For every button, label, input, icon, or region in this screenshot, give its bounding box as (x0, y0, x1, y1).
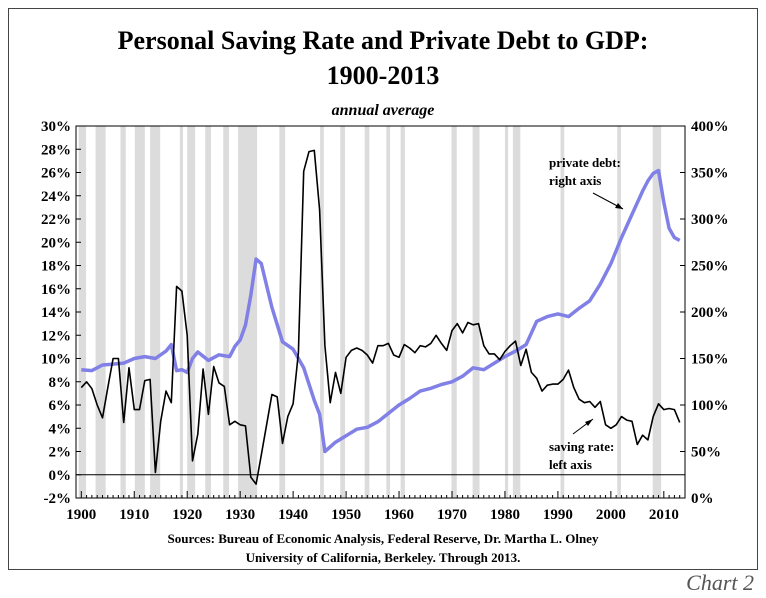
chart-title: Personal Saving Rate and Private Debt to… (118, 26, 649, 55)
x-tick-label: 1930 (225, 507, 255, 523)
axis-ticks: -2% 0% 2% 4% 6% 8% 10% 12% 14% 16% 18% 20% 22% 24% 26%… (41, 119, 729, 523)
x-tick-label: 1940 (278, 507, 308, 523)
y-left-tick-label: 6% (49, 398, 72, 414)
y-right-tick-label: 0% (691, 491, 714, 507)
sources-line1: Sources: Bureau of Economic Analysis, Fe… (168, 531, 599, 546)
y-right-tick-label: 50% (691, 445, 721, 461)
recession-band (652, 126, 662, 498)
series-line-private-debt (81, 168, 681, 454)
recession-band (179, 126, 183, 498)
series-line-saving-rate (80, 149, 681, 485)
y-left-tick-label: 28% (41, 142, 71, 158)
chart-number-label: Chart 2 (686, 570, 754, 595)
recession-band (320, 126, 324, 498)
chart-frame: Personal Saving Rate and Private Debt to… (8, 8, 758, 570)
x-tick-label: 2000 (596, 507, 626, 523)
recession-band (386, 126, 391, 498)
annotation-private-debt-line1: private debt: (549, 155, 621, 170)
x-tick-label: 1920 (172, 507, 202, 523)
recession-band (451, 126, 457, 498)
y-left-tick-label: 16% (41, 282, 71, 298)
recession-band (472, 126, 480, 498)
recession-band (279, 126, 286, 498)
annotation-saving-rate-line2: left axis (549, 457, 592, 472)
sources-line2: University of California, Berkeley. Thro… (246, 550, 521, 565)
y-right-tick-label: 350% (691, 166, 729, 182)
x-tick-label: 1900 (66, 507, 96, 523)
y-right-tick-label: 300% (691, 212, 729, 228)
annotation-saving-rate-arrowhead (585, 419, 593, 426)
recession-band (340, 126, 346, 498)
x-tick-label: 1910 (119, 507, 149, 523)
y-left-tick-label: 22% (41, 212, 71, 228)
recession-band (364, 126, 370, 498)
x-tick-label: 2010 (649, 507, 679, 523)
recession-band (95, 126, 106, 498)
recession-bands (78, 126, 662, 498)
recession-band (205, 126, 212, 498)
annotation-saving-rate-line1: saving rate: (549, 439, 614, 454)
recession-band (512, 126, 521, 498)
recession-band (617, 126, 621, 498)
recession-band (400, 126, 405, 498)
y-right-tick-label: 150% (691, 352, 729, 368)
chart-title-line2: 1900-2013 (327, 61, 440, 90)
x-tick-label: 1970 (437, 507, 467, 523)
series-lines (80, 149, 681, 485)
y-left-tick-label: 10% (41, 352, 71, 368)
y-left-tick-label: 18% (41, 259, 71, 275)
recession-band (223, 126, 230, 498)
annotation-private-debt-arrowhead (615, 203, 623, 209)
y-left-tick-label: 26% (41, 166, 71, 182)
y-left-tick-label: -2% (44, 491, 72, 507)
y-right-tick-label: 200% (691, 305, 729, 321)
chart-subtitle: annual average (332, 102, 435, 119)
x-tick-label: 1980 (490, 507, 520, 523)
annotation-private-debt-line2: right axis (549, 173, 601, 188)
y-right-tick-label: 100% (691, 398, 729, 414)
y-left-tick-label: 20% (41, 235, 71, 251)
y-left-tick-label: 0% (49, 468, 72, 484)
y-right-tick-label: 250% (691, 259, 729, 275)
y-left-tick-label: 8% (49, 375, 72, 391)
x-tick-label: 1950 (331, 507, 361, 523)
recession-band (560, 126, 565, 498)
x-tick-label: 1960 (384, 507, 414, 523)
recession-band (78, 126, 87, 498)
recession-band (504, 126, 509, 498)
y-left-tick-label: 4% (49, 421, 72, 437)
y-left-tick-label: 30% (41, 119, 71, 135)
recession-band (150, 126, 161, 498)
y-left-tick-label: 2% (49, 445, 72, 461)
recession-band (120, 126, 126, 498)
x-tick-label: 1990 (543, 507, 573, 523)
y-left-tick-label: 14% (41, 305, 71, 321)
recession-band (187, 126, 196, 498)
y-left-tick-label: 12% (41, 328, 71, 344)
recession-band (134, 126, 145, 498)
chart-svg: Personal Saving Rate and Private Debt to… (41, 26, 729, 565)
y-right-tick-label: 400% (691, 119, 729, 135)
y-left-tick-label: 24% (41, 189, 71, 205)
